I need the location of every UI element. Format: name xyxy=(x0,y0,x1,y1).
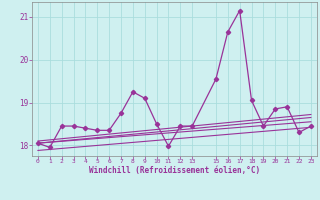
X-axis label: Windchill (Refroidissement éolien,°C): Windchill (Refroidissement éolien,°C) xyxy=(89,166,260,175)
